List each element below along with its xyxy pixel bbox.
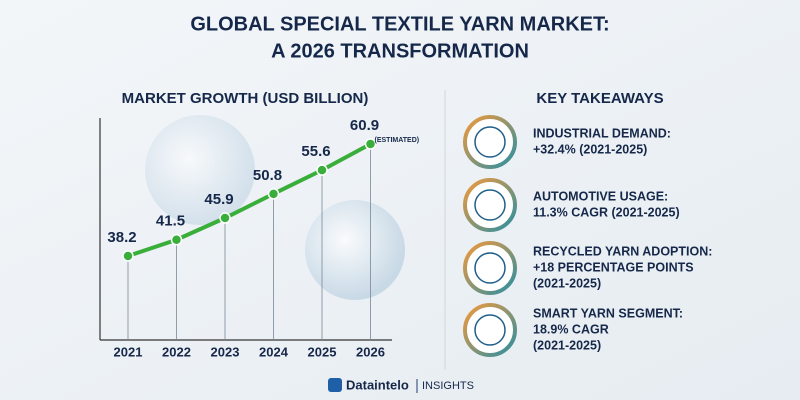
globe-decoration	[145, 115, 255, 225]
takeaway-heading: AUTOMOTIVE USAGE:	[533, 189, 668, 203]
point	[170, 233, 183, 246]
takeaway-detail: (2021-2025)	[533, 338, 601, 352]
takeaway-heading: SMART YARN SEGMENT:	[533, 306, 683, 320]
chart: 38.2 2021 41.5 2022 45.9 2023 50.8 2024 55.6 2025…	[107, 117, 419, 359]
x-tick-label: 2021	[114, 344, 143, 359]
title: A 2026 TRANSFORMATION	[271, 40, 529, 62]
takeaway-detail: +18 PERCENTAGE POINTS	[533, 260, 694, 274]
icon-ring	[463, 241, 517, 295]
takeaways: INDUSTRIAL DEMAND: +32.4% (2021-2025) AUTO…	[463, 115, 712, 357]
icon-ring	[463, 115, 517, 169]
value-label: 55.6	[301, 143, 330, 160]
logo-icon	[328, 378, 342, 392]
point	[267, 188, 280, 200]
icon-core	[474, 189, 506, 221]
value-label: 50.8	[253, 167, 282, 184]
line	[126, 142, 373, 258]
tagline: INSIGHTS	[422, 380, 474, 392]
takeaway-detail: (2021-2025)	[533, 276, 601, 290]
value-label: 38.2	[107, 229, 136, 246]
chart-title: MARKET GROWTH (USD BILLION)	[122, 90, 369, 107]
icon-core	[474, 314, 506, 346]
takeaway-heading: RECYCLED YARN ADOPTION:	[533, 244, 712, 258]
takeaway-heading: INDUSTRIAL DEMAND:	[533, 126, 671, 140]
value-label: 41.5	[156, 213, 185, 230]
icon-core	[474, 252, 506, 284]
icon-core	[474, 126, 506, 158]
x-tick-label: 2023	[211, 344, 240, 359]
brand: Dataintelo	[346, 377, 409, 392]
takeaway-detail: 11.3% CAGR (2021-2025)	[533, 205, 680, 219]
point	[219, 212, 231, 224]
x-tick-label: 2024	[259, 344, 289, 359]
value-label: 45.9	[204, 191, 233, 208]
x-tick-label: 2022	[162, 344, 191, 359]
x-tick-label: 2026	[356, 344, 385, 359]
takeaway-detail: 18.9% CAGR	[533, 322, 609, 336]
takeaway-detail: +32.4% (2021-2025)	[533, 142, 647, 156]
point	[122, 250, 134, 262]
icon-ring	[463, 303, 517, 357]
annotation: (ESTIMATED)	[375, 137, 420, 144]
icon-ring	[463, 178, 517, 232]
point	[364, 138, 377, 150]
point	[316, 164, 328, 176]
takeaways-title: KEY TAKEAWAYS	[536, 90, 663, 107]
value-label: 60.9	[350, 117, 379, 134]
globe-decoration	[305, 200, 405, 300]
title: GLOBAL SPECIAL TEXTILE YARN MARKET:	[190, 13, 609, 35]
x-tick-label: 2025	[308, 344, 337, 359]
